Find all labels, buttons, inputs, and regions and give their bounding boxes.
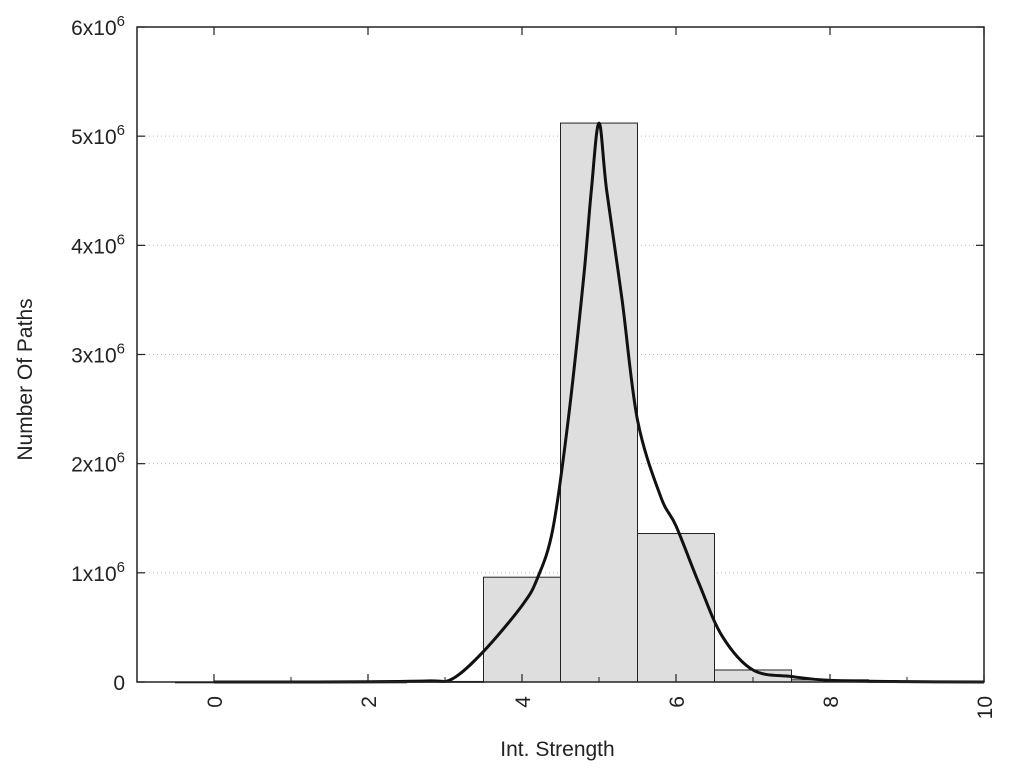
- histogram-bar: [560, 122, 638, 683]
- x-tick-label: 10: [974, 696, 997, 719]
- x-axis-title: Int. Strength: [500, 738, 614, 761]
- bars: [175, 122, 946, 684]
- x-tick-label: 0: [204, 696, 227, 708]
- y-tick-label: 2x106: [71, 450, 125, 477]
- y-tick-label: 4x106: [71, 231, 125, 258]
- histogram-bar: [637, 533, 715, 683]
- y-tick-label: 5x106: [71, 122, 125, 149]
- x-axis-ticks: 0 2 4 6 8 10: [204, 27, 997, 719]
- x-tick-label: 2: [358, 696, 381, 708]
- y-axis-ticks: 0 1x106 2x106 3x106 4x106 5x106 6x106: [71, 13, 984, 695]
- y-axis-title: Number Of Paths: [14, 298, 37, 460]
- histogram-bar: [483, 576, 561, 683]
- fit-curve-group: [213, 121, 985, 684]
- x-tick-label: 4: [512, 696, 535, 708]
- x-tick-label: 8: [820, 696, 843, 708]
- y-tick-label: 6x106: [71, 13, 125, 40]
- y-tick-label: 0: [113, 672, 125, 695]
- x-tick-label: 6: [666, 696, 689, 708]
- fit-curve: [213, 121, 985, 684]
- y-tick-label: 3x106: [71, 341, 125, 368]
- y-tick-label: 1x106: [71, 559, 125, 586]
